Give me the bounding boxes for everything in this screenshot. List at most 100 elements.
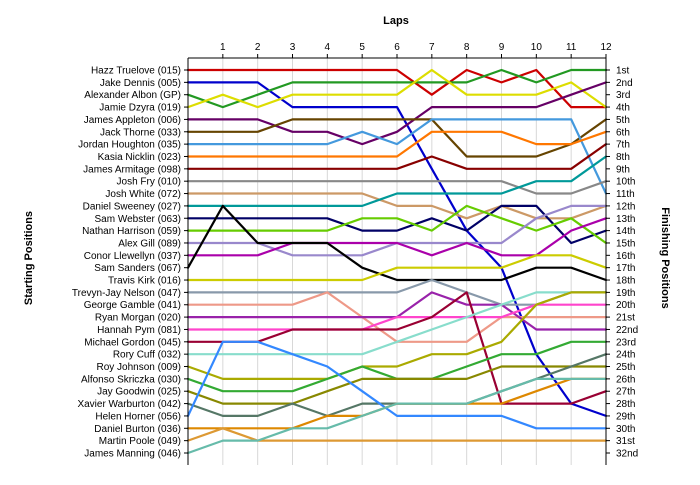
lap-tick-label: 12 [600, 42, 612, 53]
driver-series-line-6 [186, 118, 608, 158]
starting-position-label: Travis Kirk (016) [108, 276, 181, 287]
lap-tick-label: 7 [429, 42, 435, 53]
series-layer [186, 68, 608, 455]
axis-layer: 1 2 3 4 5 6 7 8 9 10 11 12 [184, 42, 612, 465]
driver-series-line-8 [186, 130, 608, 158]
driver-series-line-13 [186, 204, 608, 245]
finishing-position-label: 9th [616, 164, 630, 175]
finishing-position-label: 2nd [616, 78, 633, 89]
finishing-position-label: 25th [616, 362, 635, 373]
finishing-position-label: 28th [616, 399, 635, 410]
starting-position-label: Conor Llewellyn (037) [84, 251, 181, 262]
starting-position-label: Xavier Warburton (042) [77, 399, 181, 410]
starting-position-label: James Appleton (006) [84, 115, 181, 126]
lap-tick-label: 10 [531, 42, 543, 53]
starting-position-label: Daniel Sweeney (027) [83, 201, 181, 212]
starting-position-label: Kasia Nicklin (023) [98, 152, 181, 163]
starting-position-label: Sam Sanders (067) [94, 263, 181, 274]
starting-position-label: Hazz Truelove (015) [91, 66, 181, 77]
finishing-position-label: 24th [616, 350, 635, 361]
starting-position-label: Rory Cuff (032) [113, 350, 181, 361]
starting-position-label: Michael Gordon (045) [84, 337, 181, 348]
finishing-position-label: 5th [616, 115, 630, 126]
finishing-position-label: 21st [616, 313, 635, 324]
starting-position-label: James Manning (046) [84, 449, 181, 460]
driver-series-line-10 [186, 180, 608, 195]
right-axis-title: Finishing Positions [659, 207, 671, 308]
lap-tick-label: 2 [255, 42, 261, 53]
lap-tick-label: 9 [499, 42, 505, 53]
finishing-position-label: 22nd [616, 325, 638, 336]
lap-tick-label: 11 [566, 42, 577, 53]
finishing-position-label: 19th [616, 288, 635, 299]
starting-position-label: Roy Johnson (009) [97, 362, 182, 373]
driver-series-line-3 [186, 68, 608, 109]
starting-position-label: Jamie Dzyra (019) [99, 103, 181, 114]
driver-series-line-4 [186, 68, 608, 109]
finishing-position-label: 7th [616, 140, 630, 151]
finishing-position-label: 16th [616, 251, 635, 262]
driver-series-line-14 [186, 204, 608, 245]
driver-series-line-12 [186, 155, 608, 207]
starting-position-label: James Armitage (098) [83, 164, 181, 175]
finishing-position-label: 1st [616, 66, 630, 77]
finishing-position-label: 12th [616, 201, 635, 212]
driver-series-line-32 [186, 377, 608, 455]
starting-position-label: Jack Thorne (033) [100, 127, 181, 138]
finishing-position-label: 26th [616, 374, 635, 385]
finishing-position-label: 27th [616, 387, 635, 398]
finishing-position-label: 17th [616, 263, 635, 274]
driver-series-line-25 [186, 291, 608, 380]
lap-tick-label: 3 [290, 42, 296, 53]
starting-position-label: Sam Webster (063) [94, 214, 181, 225]
finishing-position-label: 23rd [616, 337, 636, 348]
finishing-position-label: 20th [616, 300, 635, 311]
finishing-position-label: 31st [616, 436, 635, 447]
label-layer: Hazz Truelove (015)Jake Dennis (005)Alex… [72, 66, 638, 460]
starting-position-label: Hannah Pym (081) [97, 325, 181, 336]
left-axis-title: Starting Positions [23, 211, 35, 305]
starting-position-label: Helen Horner (056) [95, 411, 181, 422]
finishing-position-label: 30th [616, 424, 635, 435]
starting-position-label: Nathan Harrison (059) [82, 226, 181, 237]
starting-position-label: Ryan Morgan (020) [95, 313, 181, 324]
finishing-position-label: 14th [616, 226, 635, 237]
starting-position-label: Jake Dennis (005) [100, 78, 181, 89]
driver-series-line-18 [186, 254, 608, 282]
starting-position-label: Alfonso Skriczka (030) [81, 374, 181, 385]
lap-tick-label: 6 [394, 42, 400, 53]
driver-series-line-17 [186, 204, 608, 282]
driver-series-line-7 [186, 118, 608, 195]
starting-position-label: Josh Fry (010) [117, 177, 181, 188]
lap-tick-label: 8 [464, 42, 470, 53]
driver-series-line-29 [186, 340, 608, 430]
starting-position-label: Martin Poole (049) [99, 436, 181, 447]
finishing-position-label: 10th [616, 177, 635, 188]
starting-position-label: Trevyn-Jay Nelson (047) [72, 288, 181, 299]
starting-position-label: George Gamble (041) [84, 300, 181, 311]
lap-tick-label: 1 [220, 42, 226, 53]
finishing-position-label: 32nd [616, 449, 638, 460]
finishing-position-label: 18th [616, 276, 635, 287]
x-axis-title: Laps [383, 15, 409, 27]
finishing-position-label: 6th [616, 127, 630, 138]
finishing-position-label: 11th [616, 189, 635, 200]
driver-series-line-9 [186, 143, 608, 170]
driver-series-line-27 [186, 365, 608, 405]
driver-series-line-24 [186, 291, 608, 356]
starting-position-label: Jordan Houghton (035) [78, 140, 181, 151]
lap-tick-label: 5 [359, 42, 365, 53]
finishing-position-label: 13th [616, 214, 635, 225]
finishing-position-label: 4th [616, 103, 630, 114]
lap-tick-label: 4 [325, 42, 331, 53]
starting-position-label: Alex Gill (089) [118, 238, 181, 249]
starting-position-label: Josh White (072) [105, 189, 181, 200]
finishing-position-label: 15th [616, 238, 635, 249]
starting-position-label: Alexander Albon (GP) [84, 90, 181, 101]
finishing-position-label: 3rd [616, 90, 630, 101]
driver-series-line-5 [186, 81, 608, 146]
starting-position-label: Daniel Burton (036) [94, 424, 181, 435]
finishing-position-label: 29th [616, 411, 635, 422]
